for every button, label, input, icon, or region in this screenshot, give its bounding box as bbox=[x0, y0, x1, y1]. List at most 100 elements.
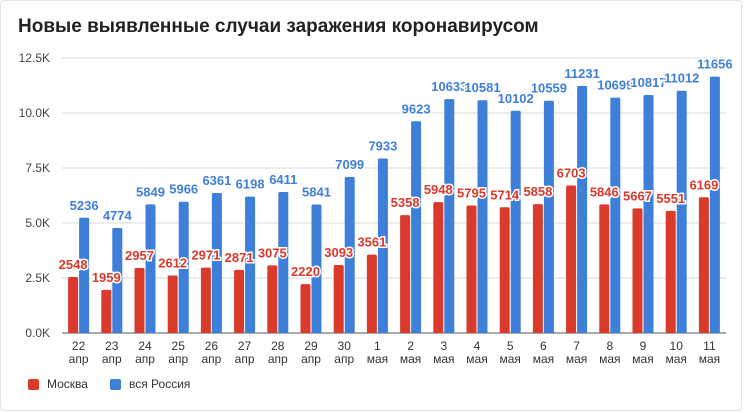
bar-russia bbox=[444, 99, 455, 333]
y-tick-label: 0.0K bbox=[25, 326, 50, 340]
data-label-moscow: 5846 bbox=[590, 184, 619, 199]
data-label-russia: 11231 bbox=[564, 66, 599, 81]
data-label-moscow: 5358 bbox=[391, 195, 420, 210]
bar-russia bbox=[543, 100, 554, 334]
bar-moscow bbox=[665, 210, 676, 333]
x-tick-month: мая bbox=[566, 352, 587, 366]
x-tick-day: 23 bbox=[105, 339, 119, 353]
data-label-moscow: 2871 bbox=[225, 250, 254, 265]
data-label-moscow: 5714 bbox=[490, 187, 520, 202]
bar-russia bbox=[643, 95, 654, 333]
x-tick-month: апр bbox=[235, 352, 255, 366]
legend-swatch-russia bbox=[109, 378, 121, 390]
bar-moscow bbox=[632, 208, 643, 333]
data-label-russia: 5236 bbox=[70, 198, 99, 213]
data-label-russia: 11656 bbox=[697, 57, 732, 72]
bar-russia bbox=[211, 193, 222, 333]
data-label-russia: 6361 bbox=[202, 173, 231, 188]
data-label-russia: 10102 bbox=[498, 91, 534, 106]
bar-moscow bbox=[532, 204, 543, 333]
x-tick-month: апр bbox=[334, 352, 354, 366]
data-label-russia: 5841 bbox=[302, 184, 331, 199]
data-label-moscow: 6169 bbox=[689, 177, 718, 192]
bar-russia bbox=[311, 204, 322, 333]
data-label-moscow: 2220 bbox=[291, 264, 320, 279]
data-label-moscow: 5795 bbox=[457, 186, 486, 201]
bar-moscow bbox=[433, 202, 444, 333]
bar-moscow bbox=[499, 207, 510, 333]
x-tick-day: 6 bbox=[540, 339, 547, 353]
data-label-moscow: 5667 bbox=[623, 188, 652, 203]
data-label-russia: 10817 bbox=[630, 75, 666, 90]
data-label-moscow: 3561 bbox=[357, 235, 386, 250]
x-tick-day: 11 bbox=[703, 339, 716, 353]
data-label-russia: 11012 bbox=[664, 71, 699, 86]
data-label-russia: 10559 bbox=[531, 81, 567, 96]
x-tick-day: 2 bbox=[407, 339, 414, 353]
bar-moscow bbox=[134, 267, 145, 333]
bar-russia bbox=[577, 85, 588, 333]
bar-russia bbox=[79, 217, 90, 333]
x-tick-day: 27 bbox=[238, 339, 252, 353]
x-tick-day: 3 bbox=[440, 339, 447, 353]
legend-label-moscow: Москва bbox=[47, 377, 88, 391]
bar-russia bbox=[112, 227, 123, 333]
chart-legend: Москва вся Россия bbox=[28, 377, 190, 391]
x-tick-month: мая bbox=[466, 352, 487, 366]
x-tick-month: мая bbox=[665, 352, 686, 366]
data-label-russia: 4774 bbox=[103, 208, 133, 223]
x-tick-day: 28 bbox=[271, 339, 285, 353]
x-tick-month: апр bbox=[268, 352, 288, 366]
x-tick-month: мая bbox=[367, 352, 388, 366]
x-tick-month: мая bbox=[699, 352, 720, 366]
x-tick-month: апр bbox=[201, 352, 221, 366]
bar-moscow bbox=[300, 284, 311, 333]
y-tick-label: 7.5K bbox=[25, 161, 50, 175]
bar-moscow bbox=[466, 205, 477, 333]
x-tick-month: апр bbox=[69, 352, 89, 366]
bar-russia bbox=[145, 204, 156, 333]
bar-russia bbox=[510, 110, 521, 333]
data-label-russia: 7933 bbox=[368, 138, 397, 153]
x-tick-day: 24 bbox=[138, 339, 152, 353]
bar-moscow bbox=[167, 275, 178, 333]
bar-russia bbox=[377, 158, 388, 333]
bar-moscow bbox=[200, 267, 211, 333]
data-label-moscow: 2548 bbox=[59, 257, 88, 272]
bar-russia bbox=[411, 121, 422, 333]
x-tick-month: мая bbox=[533, 352, 554, 366]
x-tick-day: 5 bbox=[507, 339, 514, 353]
bar-moscow bbox=[599, 204, 610, 333]
data-label-moscow: 5948 bbox=[424, 182, 453, 197]
legend-item-moscow: Москва bbox=[28, 377, 88, 391]
bar-russia bbox=[178, 201, 189, 333]
y-tick-label: 12.5K bbox=[19, 51, 50, 65]
bar-moscow bbox=[234, 269, 245, 333]
x-tick-month: мая bbox=[632, 352, 653, 366]
bar-moscow bbox=[267, 265, 278, 333]
data-label-moscow: 5551 bbox=[656, 191, 685, 206]
x-tick-day: 8 bbox=[606, 339, 613, 353]
y-tick-label: 2.5K bbox=[25, 271, 50, 285]
bar-moscow bbox=[400, 215, 411, 333]
x-tick-day: 9 bbox=[640, 339, 647, 353]
x-tick-day: 26 bbox=[205, 339, 219, 353]
data-label-russia: 9623 bbox=[402, 101, 431, 116]
data-label-moscow: 2957 bbox=[125, 248, 154, 263]
data-label-moscow: 5858 bbox=[523, 184, 552, 199]
x-tick-month: мая bbox=[599, 352, 620, 366]
data-label-russia: 5849 bbox=[136, 184, 165, 199]
data-label-moscow: 3075 bbox=[258, 245, 287, 260]
bar-moscow bbox=[101, 289, 112, 333]
x-tick-month: мая bbox=[400, 352, 421, 366]
legend-label-russia: вся Россия bbox=[128, 377, 191, 391]
x-tick-month: апр bbox=[301, 352, 321, 366]
data-label-russia: 10699 bbox=[597, 78, 633, 93]
bar-russia bbox=[709, 76, 720, 334]
data-label-russia: 5966 bbox=[169, 182, 198, 197]
bar-russia bbox=[676, 90, 687, 334]
bar-moscow bbox=[698, 197, 709, 333]
x-tick-day: 22 bbox=[72, 339, 86, 353]
chart-title: Новые выявленные случаи заражения корона… bbox=[18, 16, 539, 37]
y-tick-label: 10.0K bbox=[19, 106, 50, 120]
